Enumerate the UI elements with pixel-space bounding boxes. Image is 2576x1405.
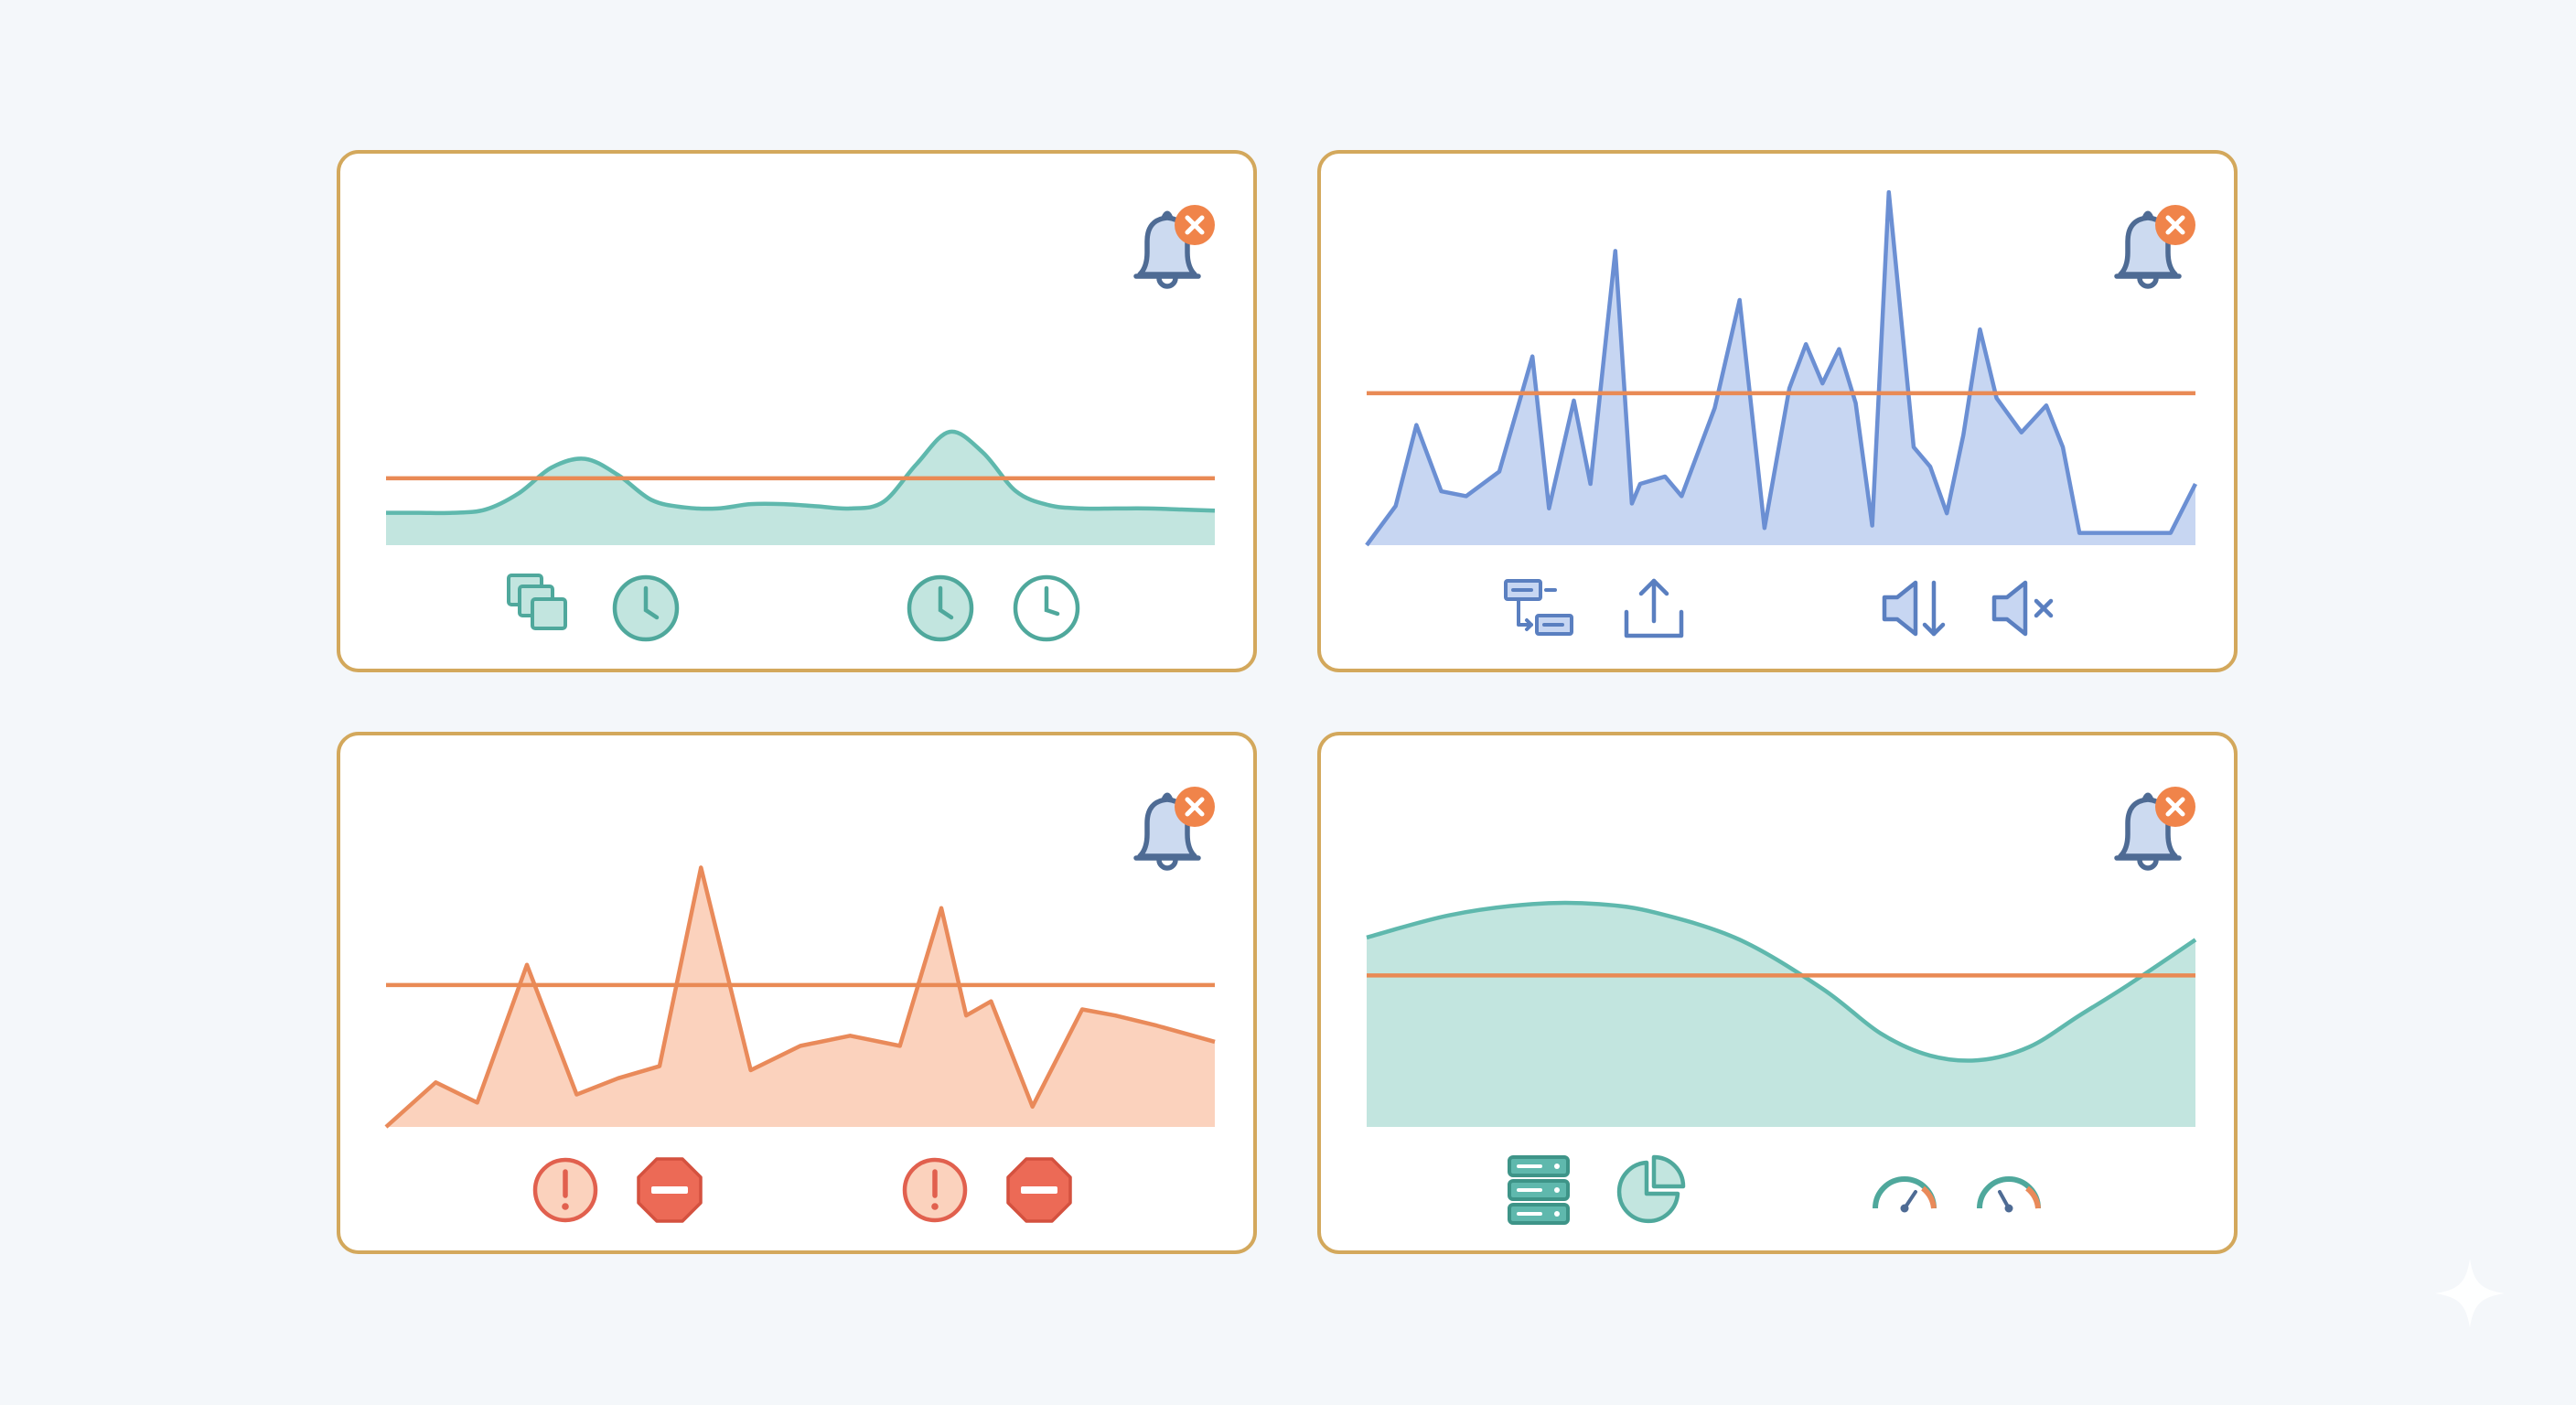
series-line [1366, 900, 2197, 1063]
area-chart [1366, 900, 2197, 1127]
volume-down-icon[interactable] [1877, 570, 1954, 647]
alert-circle-icon[interactable] [896, 1152, 973, 1228]
gauge-icon[interactable] [1970, 1152, 2047, 1228]
clock-icon[interactable] [607, 570, 684, 647]
area-chart [386, 429, 1216, 545]
alert-panel-4 [1317, 732, 2238, 1254]
stop-octagon-icon[interactable] [631, 1152, 708, 1228]
workflow-transfer-icon[interactable] [1500, 570, 1577, 647]
alert-panel-3 [337, 732, 1257, 1254]
pie-chart-icon[interactable] [1612, 1152, 1689, 1228]
alert-panel-2 [1317, 150, 2238, 672]
series-area [1367, 902, 2195, 1127]
series-area [386, 431, 1215, 545]
upload-icon[interactable] [1615, 570, 1692, 647]
clock-icon[interactable] [1008, 570, 1085, 647]
mute-icon[interactable] [1987, 570, 2064, 647]
server-stack-icon[interactable] [1500, 1152, 1577, 1228]
copy-stack-icon[interactable] [503, 570, 580, 647]
area-chart [384, 865, 1216, 1129]
sparkle-icon [2435, 1259, 2505, 1328]
series-area [1367, 192, 2195, 545]
bell-alert-icon[interactable] [1116, 778, 1226, 887]
gauge-icon[interactable] [1866, 1152, 1943, 1228]
alert-panel-1 [337, 150, 1257, 672]
bell-alert-icon[interactable] [1116, 196, 1226, 306]
alert-circle-icon[interactable] [527, 1152, 604, 1228]
bell-alert-icon[interactable] [2097, 778, 2206, 887]
clock-icon[interactable] [902, 570, 979, 647]
series-area [386, 867, 1215, 1127]
series-line [1365, 189, 2198, 547]
bell-alert-icon[interactable] [2097, 196, 2206, 306]
area-chart [1365, 189, 2198, 547]
series-line [386, 429, 1216, 516]
stop-octagon-icon[interactable] [1001, 1152, 1078, 1228]
